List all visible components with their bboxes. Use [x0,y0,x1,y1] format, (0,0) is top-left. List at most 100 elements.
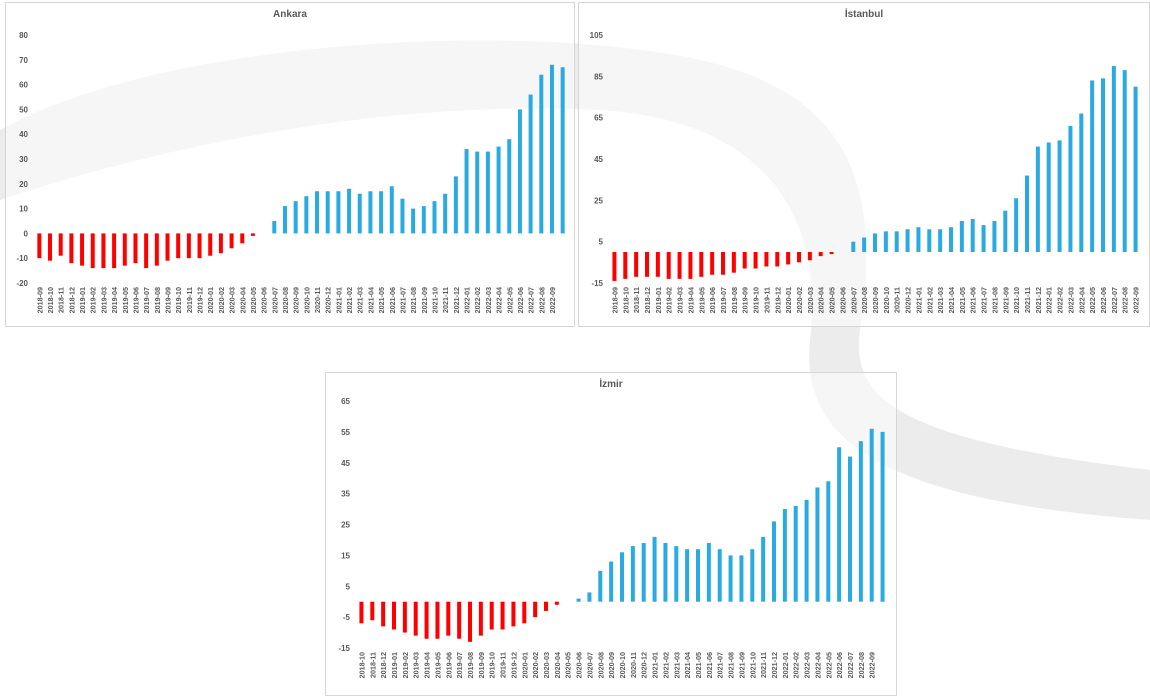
bar [699,252,703,277]
bar [443,194,447,234]
y-tick-label: 5 [346,582,351,591]
x-tick-label: 2020-01 [206,287,215,313]
x-tick-label: 2019-10 [174,287,183,313]
bar [826,481,830,601]
x-tick-label: 2022-08 [537,287,546,313]
x-tick-label: 2022-03 [803,652,812,678]
y-tick-label: 20 [19,180,28,189]
x-tick-label: 2019-01 [78,287,87,313]
x-tick-label: 2019-08 [730,287,739,313]
bar [678,252,682,279]
bar [390,186,394,233]
x-tick-label: 2019-10 [488,652,497,678]
bar [101,233,105,268]
x-tick-label: 2020-11 [893,287,902,313]
x-tick-label: 2021-10 [1012,287,1021,313]
x-tick-label: 2021-01 [651,652,660,678]
x-tick-label: 2022-09 [548,287,557,313]
bar [80,233,84,265]
x-tick-label: 2022-04 [813,652,822,678]
bar [550,65,554,234]
bar [612,252,616,281]
bar [631,546,635,602]
y-tick-label: -20 [16,279,28,288]
bar [1112,66,1116,252]
x-tick-label: 2019-02 [89,287,98,313]
bar [710,252,714,275]
bar [859,441,863,602]
x-tick-label: 2019-10 [752,287,761,313]
x-tick-label: 2020-05 [828,287,837,313]
x-tick-label: 2022-04 [495,287,504,313]
x-tick-label: 2018-10 [621,287,630,313]
x-tick-label: 2020-10 [618,652,627,678]
x-tick-label: 2021-02 [661,652,670,678]
y-tick-label: -5 [343,613,351,622]
x-tick-label: 2020-10 [882,287,891,313]
bar [696,549,700,601]
x-tick-label: 2020-09 [871,287,880,313]
bar [775,252,779,266]
bar [642,543,646,602]
y-tick-label: 60 [19,81,28,90]
bar [176,233,180,258]
y-tick-label: 50 [19,105,28,114]
x-tick-label: 2021-06 [705,652,714,678]
bar [457,602,461,639]
bar [497,147,501,234]
bar [656,252,660,277]
x-tick-label: 2020-07 [849,287,858,313]
bar [587,592,591,601]
x-tick-label: 2020-08 [860,287,869,313]
x-tick-label: 2021-07 [398,287,407,313]
x-tick-label: 2018-10 [357,652,366,678]
x-tick-label: 2019-06 [708,287,717,313]
bar [851,242,855,252]
bar [454,176,458,233]
bar [688,252,692,279]
x-tick-label: 2020-07 [270,287,279,313]
x-tick-label: 2019-12 [196,287,205,313]
bar [645,252,649,277]
y-tick-label: 55 [341,428,350,437]
bar [743,252,747,269]
bar [533,602,537,617]
x-tick-label: 2019-11 [499,652,508,678]
bar [272,221,276,233]
bar [1123,70,1127,252]
bar [830,252,834,254]
x-tick-label: 2021-07 [716,652,725,678]
x-tick-label: 2020-12 [640,652,649,678]
x-tick-label: 2019-03 [99,287,108,313]
bar [1003,211,1007,252]
bar [465,149,469,233]
bar [808,252,812,260]
bar [240,233,244,243]
bar [187,233,191,258]
chart-title: İstanbul [579,9,1149,20]
x-tick-label: 2019-04 [423,652,432,678]
bar [960,221,964,252]
x-tick-label: 2020-05 [249,287,258,313]
x-tick-label: 2022-03 [484,287,493,313]
x-tick-label: 2020-11 [313,287,322,313]
x-tick-label: 2020-06 [838,287,847,313]
bar [1134,87,1138,252]
x-tick-label: 2019-01 [654,287,663,313]
bar [425,602,429,639]
x-tick-label: 2019-08 [466,652,475,678]
bar [667,252,671,279]
x-tick-label: 2020-04 [553,652,562,678]
x-tick-label: 2022-08 [857,652,866,678]
bar [663,543,667,602]
bar [848,457,852,602]
bar [59,233,63,255]
bar [732,252,736,273]
x-tick-label: 2021-04 [683,652,692,678]
y-tick-label: 5 [599,238,604,247]
bar [370,602,374,621]
bar [674,546,678,602]
x-tick-label: 2021-12 [770,652,779,678]
bar [251,233,255,235]
